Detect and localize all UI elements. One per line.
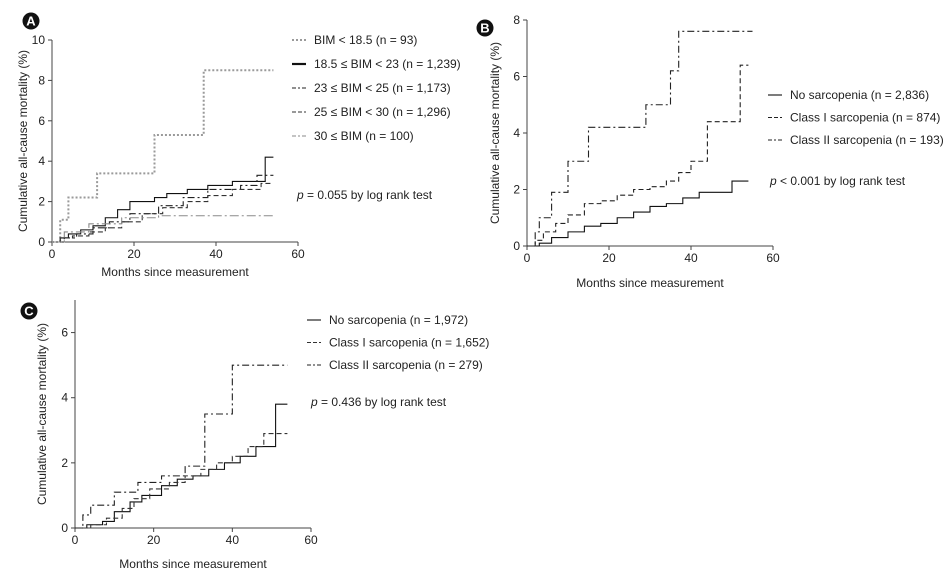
series-line-3 (527, 30, 753, 247)
x-tick-label: 0 (49, 247, 56, 261)
panel-letter: B (480, 21, 489, 36)
panel-label-badge: B (476, 19, 494, 37)
p-value-annotation: p = 0.055 by log rank test (296, 188, 433, 202)
series-line-1 (527, 180, 749, 247)
y-tick-label: 0 (38, 235, 45, 249)
legend-label-2: Class I sarcopenia (n = 874) (790, 111, 940, 125)
x-axis-title: Months since measurement (119, 557, 267, 571)
legend-label-2: 18.5 ≤ BIM < 23 (n = 1,239) (314, 57, 461, 71)
panel-label-badge: A (22, 12, 40, 30)
legend-label-3: Class II sarcopenia (n = 193) (790, 133, 944, 147)
x-tick-label: 40 (226, 533, 240, 547)
y-tick-label: 2 (38, 195, 45, 209)
series-line-5 (52, 215, 274, 243)
y-axis-title: Cumulative all-cause mortality (%) (35, 323, 49, 505)
y-tick-label: 8 (513, 13, 520, 27)
y-tick-label: 6 (38, 114, 45, 128)
legend-label-3: 23 ≤ BIM < 25 (n = 1,173) (314, 81, 451, 95)
y-tick-label: 10 (32, 33, 46, 47)
y-tick-label: 0 (61, 521, 68, 535)
x-tick-label: 0 (72, 533, 79, 547)
p-value-symbol: p (769, 174, 777, 188)
x-axis-title: Months since measurement (101, 265, 249, 279)
legend-label-5: 30 ≤ BIM (n = 100) (314, 129, 414, 143)
y-tick-label: 0 (513, 239, 520, 253)
x-axis-title: Months since measurement (576, 276, 724, 290)
x-tick-label: 40 (209, 247, 223, 261)
panel-badge-circle (22, 12, 40, 30)
p-value-annotation: p < 0.001 by log rank test (769, 174, 906, 188)
legend-label-1: BIM < 18.5 (n = 93) (314, 33, 417, 47)
legend-label-1: No sarcopenia (n = 1,972) (329, 313, 468, 327)
y-tick-label: 2 (61, 456, 68, 470)
panel-label-badge: C (20, 302, 38, 320)
x-tick-label: 20 (147, 533, 161, 547)
y-tick-label: 6 (61, 326, 68, 340)
y-tick-label: 4 (38, 154, 45, 168)
legend-label-3: Class II sarcopenia (n = 279) (329, 358, 483, 372)
x-tick-label: 60 (304, 533, 318, 547)
panel-letter: C (24, 304, 34, 319)
x-tick-label: 40 (684, 251, 698, 265)
p-value-text: = 0.055 by log rank test (304, 188, 433, 202)
y-axis-title: Cumulative all-cause mortality (%) (16, 50, 30, 232)
panel-badge-circle (476, 19, 494, 37)
y-tick-label: 6 (513, 70, 520, 84)
series-line-4 (52, 182, 274, 243)
series-line-2 (52, 156, 274, 243)
p-value-symbol: p (296, 188, 304, 202)
y-tick-label: 2 (513, 183, 520, 197)
p-value-text: < 0.001 by log rank test (777, 174, 906, 188)
legend-label-2: Class I sarcopenia (n = 1,652) (329, 336, 489, 350)
y-tick-label: 8 (38, 73, 45, 87)
series-line-2 (75, 432, 288, 529)
x-tick-label: 20 (127, 247, 141, 261)
y-tick-label: 4 (61, 391, 68, 405)
legend-label-1: No sarcopenia (n = 2,836) (790, 88, 929, 102)
y-tick-label: 4 (513, 126, 520, 140)
series-line-2 (527, 64, 749, 247)
panel-badge-circle (20, 302, 38, 320)
x-tick-label: 20 (602, 251, 616, 265)
x-tick-label: 60 (766, 251, 780, 265)
panel-b: B 0 20 40 60 0 2 4 6 8 Months since measurement Cum… (476, 13, 944, 290)
panel-a: A 0 20 40 60 0 2 4 6 8 10 Months since measurement C… (16, 12, 461, 279)
y-axis-title: Cumulative all-cause mortality (%) (488, 42, 502, 224)
p-value-symbol: p (310, 395, 318, 409)
p-value-text: = 0.436 by log rank test (318, 395, 447, 409)
series-line-1 (75, 403, 288, 529)
panel-letter: A (26, 14, 36, 29)
series-line-1 (52, 69, 274, 243)
panel-c: C 0 20 40 60 0 2 4 6 Months since measurement Cumu… (20, 300, 489, 571)
x-tick-label: 60 (291, 247, 305, 261)
x-tick-label: 0 (524, 251, 531, 265)
series-line-3 (75, 364, 288, 529)
p-value-annotation: p = 0.436 by log rank test (310, 395, 447, 409)
legend-label-4: 25 ≤ BIM < 30 (n = 1,296) (314, 105, 451, 119)
